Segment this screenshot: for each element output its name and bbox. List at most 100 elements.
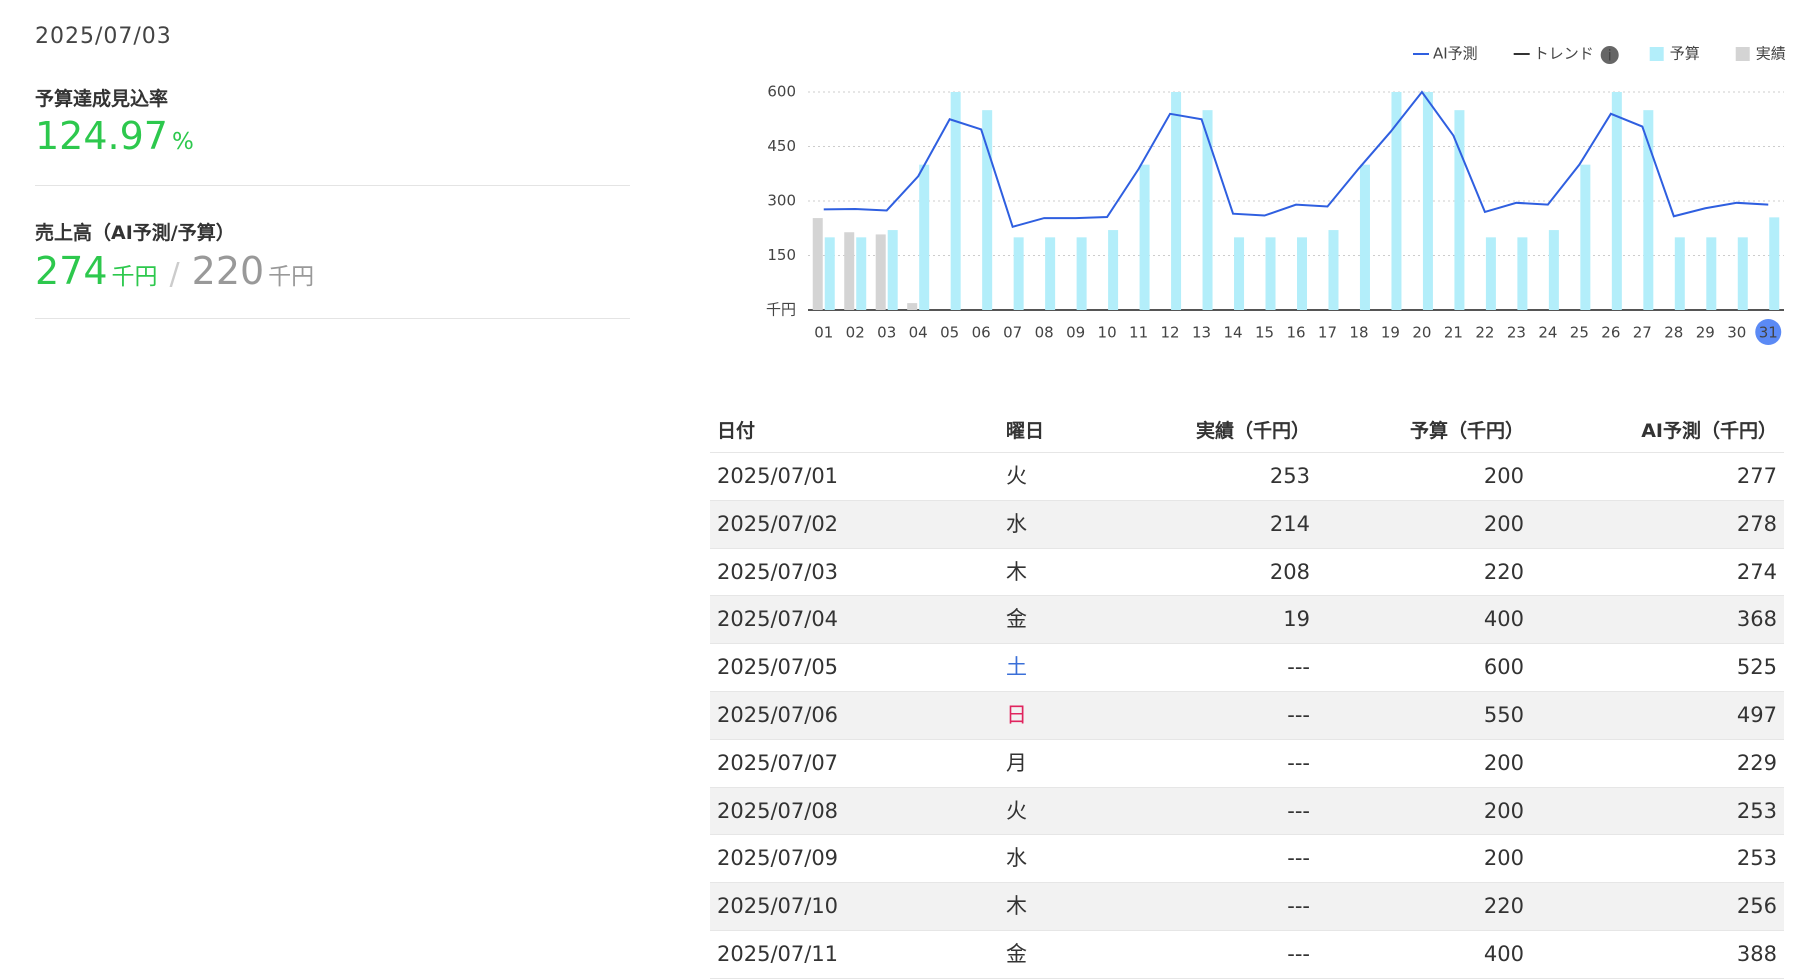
table-cell: 金	[1006, 607, 1027, 632]
table-row: 2025/07/04 金 19 400 368	[710, 596, 1784, 645]
table-row: 2025/07/09 水 --- 200 253	[710, 835, 1784, 884]
table-cell: 2025/07/01	[717, 464, 839, 488]
table-row: 2025/07/11 金 --- 400 388	[710, 931, 1784, 979]
info-glyph: i	[1608, 47, 1612, 65]
table-cell: 日	[1006, 702, 1027, 727]
table-row: 2025/07/08 火 --- 200 253	[710, 787, 1784, 836]
separator: /	[169, 257, 180, 292]
bar	[1202, 110, 1213, 311]
table-cell: 200	[1483, 750, 1524, 775]
table-row: 2025/07/07 月 --- 200 229	[710, 740, 1784, 788]
x-tick-label: 06	[972, 324, 991, 342]
table-row: 2025/07/02 水 214 200 278	[710, 500, 1784, 549]
legend-item: 実績	[1735, 45, 1786, 63]
table-cell: 253	[1269, 464, 1310, 488]
legend-swatch	[1735, 47, 1750, 61]
y-tick-label: 600	[767, 83, 796, 101]
legend-item: トレンド i	[1513, 45, 1619, 65]
table-cell: ---	[1287, 655, 1310, 680]
table-cell: 400	[1483, 607, 1524, 632]
bar	[1359, 164, 1370, 310]
y-tick-label: 450	[767, 137, 796, 155]
table-cell: 木	[1006, 559, 1027, 584]
table-cell: 400	[1483, 941, 1524, 966]
x-tick-label: 29	[1696, 324, 1715, 342]
table-cell: 388	[1736, 941, 1777, 966]
table-cell: 2025/07/09	[717, 846, 839, 871]
table-cell: 2025/07/04	[717, 607, 839, 632]
x-tick-label: 26	[1601, 324, 1620, 342]
kpi-label: 予算達成見込率	[35, 88, 169, 110]
table-cell: 200	[1483, 464, 1524, 488]
legend-label: トレンド	[1534, 45, 1594, 63]
table-cell: ---	[1287, 894, 1310, 919]
x-tick-label: 15	[1255, 324, 1274, 342]
x-tick-label: 28	[1664, 324, 1683, 342]
x-tick-label: 22	[1475, 324, 1494, 342]
table-cell: 2025/07/03	[717, 559, 839, 584]
x-tick-label: 25	[1570, 324, 1589, 342]
table-cell: 550	[1483, 702, 1524, 727]
table-cell: ---	[1287, 798, 1310, 823]
x-tick-label: 21	[1444, 324, 1463, 342]
table-cell: ---	[1287, 941, 1310, 966]
x-tick-label: 23	[1507, 324, 1526, 342]
table-cell: 200	[1483, 798, 1524, 823]
table-row: 2025/07/06 日 --- 550 497	[710, 691, 1784, 740]
x-tick-label: 14	[1223, 324, 1242, 342]
bar	[982, 110, 993, 311]
legend-label: 予算	[1670, 45, 1700, 63]
table-cell: ---	[1287, 702, 1310, 727]
bar	[1297, 237, 1307, 310]
page: 2025/07/03 予算達成見込率 124.97% 売上高（AI予測/予算） …	[35, 24, 1786, 979]
table-header: 日付 曜日 実績（千円） 予算（千円） AI予測（千円）	[710, 410, 1784, 453]
table-cell: 256	[1736, 894, 1777, 919]
kpi-unit: 千円	[268, 264, 315, 290]
column-header: 予算（千円）	[1409, 420, 1524, 442]
column-header: 曜日	[1006, 420, 1045, 442]
table-cell: 277	[1736, 464, 1777, 488]
kpi-number: 220	[191, 249, 265, 293]
bar	[1076, 237, 1087, 310]
table-cell: 水	[1006, 846, 1027, 871]
bar	[1265, 237, 1276, 310]
bar	[1013, 237, 1024, 310]
x-tick-label: 08	[1035, 324, 1054, 342]
x-tick-label: 13	[1192, 324, 1211, 342]
x-tick-label: 01	[814, 324, 833, 342]
bar	[1422, 92, 1433, 310]
kpi-unit: 千円	[111, 264, 158, 290]
divider	[35, 185, 630, 186]
table-cell: 214	[1269, 511, 1310, 536]
table-cell: 火	[1006, 464, 1027, 488]
bar	[1737, 237, 1748, 310]
x-tick-label: 20	[1412, 324, 1431, 342]
table-cell: 水	[1006, 511, 1027, 536]
table-cell: ---	[1287, 750, 1310, 775]
table-cell: 208	[1269, 559, 1310, 584]
table-cell: 2025/07/06	[717, 702, 839, 727]
x-tick-label: 18	[1349, 324, 1368, 342]
kpi-label: 売上高（AI予測/予算）	[35, 222, 235, 244]
bar	[907, 303, 918, 310]
table-cell: 229	[1736, 750, 1777, 775]
bar	[1139, 164, 1150, 310]
table-cell: 2025/07/10	[717, 894, 839, 919]
x-tick-label: 11	[1129, 324, 1148, 342]
bar	[1548, 230, 1559, 310]
kpi-value: 274 千円/220 千円	[35, 249, 314, 293]
table-cell: 253	[1736, 798, 1777, 823]
bar	[1485, 237, 1496, 310]
y-tick-label: 300	[767, 192, 796, 210]
kpi-number: 274	[35, 249, 108, 293]
x-tick-label: 19	[1381, 324, 1400, 342]
x-tick-label: 05	[940, 324, 959, 342]
line	[823, 90, 1769, 229]
table-cell: 220	[1483, 894, 1524, 919]
table-cell: 2025/07/05	[717, 655, 839, 680]
bar	[1580, 164, 1591, 310]
bar	[1108, 230, 1119, 310]
bar	[1517, 237, 1528, 310]
table-cell: ---	[1287, 846, 1310, 871]
legend-swatch	[1649, 47, 1664, 61]
